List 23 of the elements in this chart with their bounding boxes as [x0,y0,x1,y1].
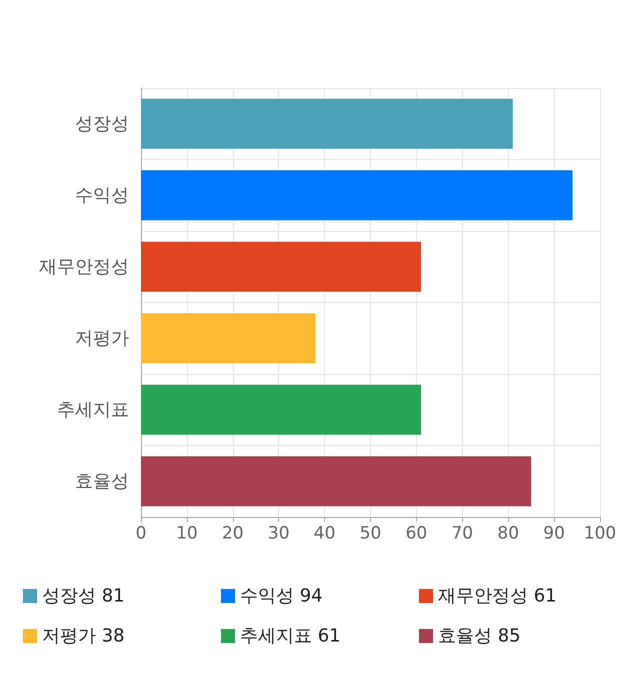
x-tick-label: 60 [406,524,428,544]
x-tick-label: 70 [451,524,474,544]
y-tick-label: 추세지표 [57,399,129,420]
x-tick-label: 10 [176,524,198,544]
y-tick-label: 효율성 [75,470,129,492]
legend-label: 저평가 38 [42,626,125,646]
y-tick-label: 수익성 [75,184,129,206]
legend-label: 효율성 85 [438,626,521,646]
x-tick-label: 90 [543,524,565,544]
x-tick-label: 40 [314,524,336,544]
x-tick-label: 20 [222,524,244,544]
x-tick-label: 0 [136,524,146,544]
legend-label: 성장성 81 [42,586,125,606]
y-tick-label: 재무안정성 [39,256,129,278]
legend-label: 재무안정성 61 [438,586,557,606]
y-tick-label: 저평가 [75,328,129,349]
x-tick-label: 100 [584,524,616,544]
x-tick-label: 30 [268,524,290,544]
legend-label: 수익성 94 [240,586,323,606]
legend-label: 추세지표 61 [240,626,341,646]
y-tick-label: 성장성 [75,113,129,134]
x-tick-label: 80 [497,524,520,544]
x-tick-label: 50 [360,524,382,544]
